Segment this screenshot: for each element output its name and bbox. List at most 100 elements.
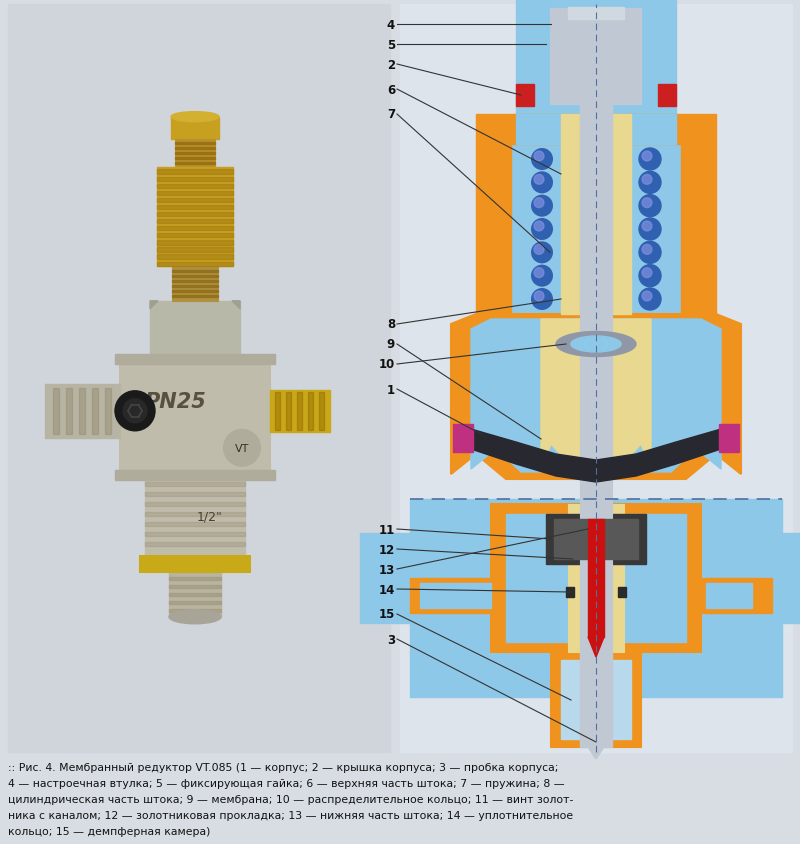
- Bar: [551, 10, 641, 105]
- Ellipse shape: [171, 112, 219, 122]
- Circle shape: [534, 152, 544, 162]
- Bar: [145, 533, 245, 536]
- Bar: [558, 10, 634, 40]
- Bar: [270, 390, 330, 432]
- Bar: [453, 425, 473, 452]
- Text: 2: 2: [387, 58, 395, 72]
- Bar: [172, 267, 218, 301]
- Bar: [580, 495, 612, 663]
- Bar: [580, 95, 612, 315]
- Bar: [658, 85, 676, 107]
- Circle shape: [534, 268, 544, 279]
- Circle shape: [531, 219, 553, 241]
- Circle shape: [534, 245, 544, 255]
- Bar: [145, 482, 245, 486]
- Circle shape: [531, 265, 553, 287]
- Bar: [511, 145, 681, 315]
- Bar: [580, 652, 612, 747]
- Bar: [169, 593, 221, 596]
- Circle shape: [531, 149, 553, 170]
- Circle shape: [642, 152, 652, 162]
- Polygon shape: [232, 301, 240, 310]
- Bar: [360, 533, 420, 623]
- Text: цилиндрическая часть штока; 9 — мембрана; 10 — распределительное кольцо; 11 — ви: цилиндрическая часть штока; 9 — мембрана…: [8, 794, 574, 804]
- Text: 4 — настроечная втулка; 5 — фиксирующая гайка; 6 — верхняя часть штока; 7 — пруж: 4 — настроечная втулка; 5 — фиксирующая …: [8, 778, 565, 788]
- Circle shape: [642, 176, 652, 185]
- Bar: [172, 275, 218, 278]
- Bar: [171, 117, 219, 139]
- Bar: [157, 262, 233, 267]
- Text: 1/2": 1/2": [197, 510, 223, 522]
- Bar: [120, 356, 270, 476]
- Circle shape: [642, 268, 652, 279]
- Bar: [172, 270, 218, 273]
- Bar: [140, 556, 250, 572]
- Bar: [476, 115, 716, 145]
- Ellipse shape: [169, 610, 221, 624]
- Text: 1: 1: [387, 383, 395, 396]
- Bar: [175, 143, 215, 144]
- Bar: [618, 587, 626, 598]
- Bar: [561, 660, 631, 739]
- Bar: [157, 227, 233, 231]
- Bar: [172, 285, 218, 288]
- Bar: [145, 512, 245, 517]
- Polygon shape: [541, 320, 651, 469]
- Text: 8: 8: [386, 318, 395, 331]
- Circle shape: [639, 149, 661, 170]
- Bar: [410, 500, 782, 697]
- Bar: [297, 392, 302, 430]
- Bar: [681, 145, 716, 315]
- Bar: [175, 162, 215, 165]
- Bar: [762, 533, 800, 623]
- Bar: [92, 388, 98, 435]
- Bar: [175, 139, 215, 167]
- Bar: [145, 502, 245, 506]
- Circle shape: [639, 219, 661, 241]
- Bar: [554, 519, 638, 560]
- Bar: [157, 206, 233, 210]
- Bar: [506, 514, 686, 642]
- Bar: [157, 234, 233, 238]
- Bar: [169, 577, 221, 580]
- Circle shape: [531, 196, 553, 218]
- Text: кольцо; 15 — демпферная камера): кольцо; 15 — демпферная камера): [8, 826, 210, 836]
- Bar: [157, 192, 233, 196]
- Bar: [169, 585, 221, 588]
- Bar: [157, 170, 233, 175]
- Ellipse shape: [556, 332, 636, 357]
- Text: 9: 9: [386, 338, 395, 351]
- Text: 12: 12: [378, 543, 395, 556]
- Circle shape: [639, 196, 661, 218]
- Ellipse shape: [571, 337, 621, 353]
- Bar: [719, 425, 739, 452]
- Bar: [580, 305, 612, 495]
- Bar: [275, 392, 280, 430]
- Bar: [420, 583, 491, 609]
- Bar: [157, 213, 233, 217]
- Text: 11: 11: [378, 523, 395, 536]
- Circle shape: [639, 242, 661, 264]
- Bar: [566, 587, 574, 598]
- Bar: [157, 241, 233, 246]
- Bar: [157, 167, 233, 267]
- Circle shape: [531, 289, 553, 311]
- Bar: [701, 578, 772, 614]
- Bar: [145, 476, 245, 556]
- Bar: [169, 609, 221, 612]
- Bar: [561, 115, 631, 315]
- Text: 4: 4: [386, 19, 395, 31]
- Bar: [546, 514, 646, 565]
- Bar: [145, 542, 245, 546]
- Polygon shape: [580, 735, 612, 759]
- Circle shape: [534, 198, 544, 208]
- Circle shape: [642, 292, 652, 301]
- Bar: [568, 8, 624, 20]
- Bar: [175, 158, 215, 160]
- Bar: [172, 290, 218, 293]
- Bar: [410, 578, 491, 614]
- Bar: [145, 522, 245, 526]
- Bar: [105, 388, 111, 435]
- Polygon shape: [471, 320, 721, 473]
- Bar: [53, 388, 59, 435]
